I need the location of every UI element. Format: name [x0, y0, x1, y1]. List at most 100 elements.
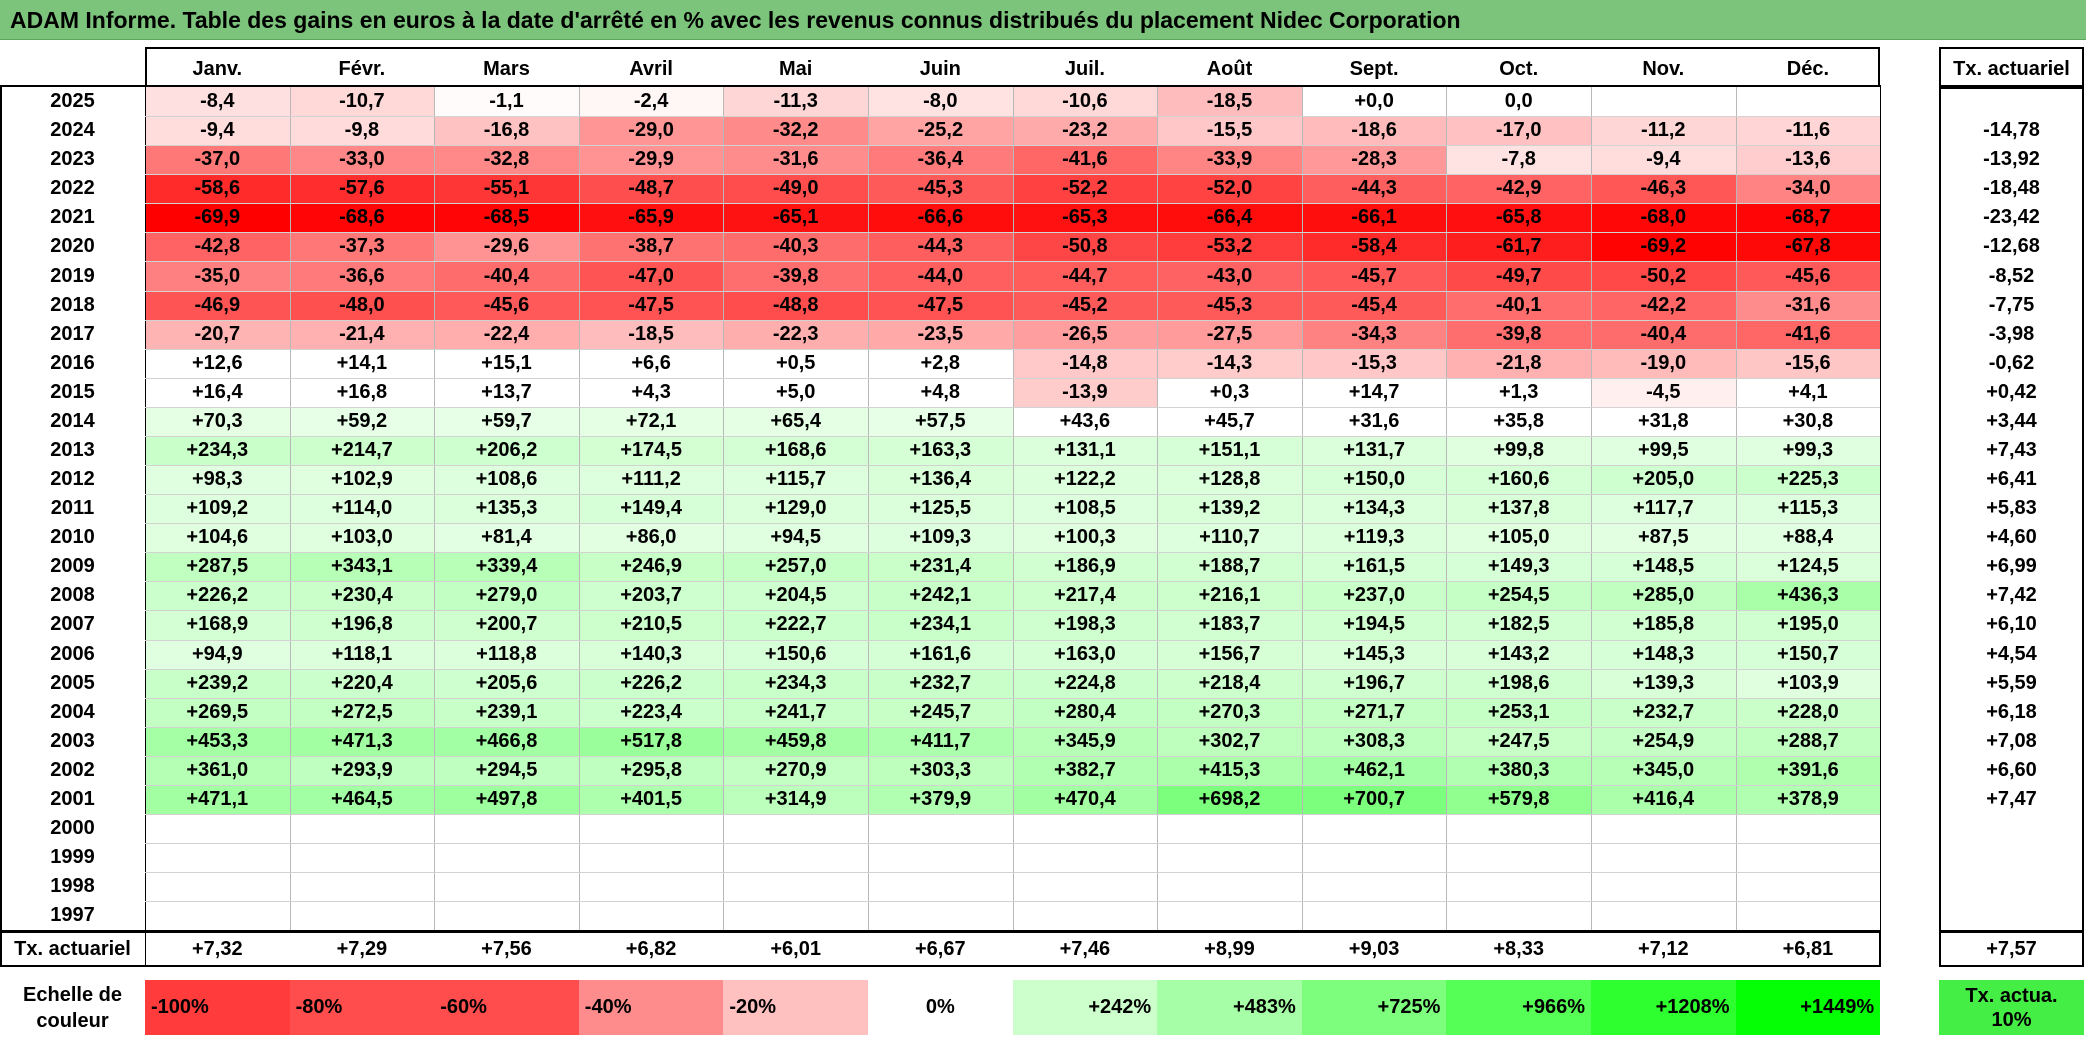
heatmap-cell: +343,1 [289, 552, 435, 582]
year-label: 2016 [50, 351, 95, 374]
grid-line [723, 87, 725, 931]
heatmap-cell: +139,2 [1157, 494, 1302, 524]
grid-line [145, 348, 1881, 350]
heatmap-cell: +99,3 [1735, 435, 1881, 466]
heatmap-cell: +65,4 [723, 406, 868, 436]
grid-line [145, 203, 1881, 205]
month-header: Août [1206, 57, 1253, 80]
grid-line [145, 755, 1881, 757]
heatmap-cell: -69,9 [145, 203, 290, 233]
heatmap-cell: +280,4 [1012, 697, 1158, 727]
heatmap-cell: 0,0 [1446, 87, 1591, 117]
heatmap-cell: +579,8 [1446, 784, 1591, 814]
heatmap-cell: +254,9 [1591, 726, 1736, 756]
total-rate-value: +7,57 [1986, 937, 2037, 960]
grid-line [145, 726, 1881, 728]
heatmap-cell: +345,9 [1012, 726, 1158, 756]
heatmap-cell: -32,8 [434, 145, 579, 175]
heatmap-cell [1301, 843, 1447, 873]
grid-line [1012, 87, 1014, 931]
year-label: 2012 [50, 468, 95, 491]
heatmap-cell: -53,2 [1157, 232, 1302, 262]
heatmap-cell: +314,9 [723, 784, 868, 814]
heatmap-cell: +140,3 [578, 639, 724, 669]
heatmap-cell: +198,6 [1446, 668, 1591, 698]
heatmap-cell: +99,8 [1446, 435, 1591, 466]
heatmap-cell: +161,5 [1301, 552, 1447, 582]
total-value: +8,99 [1204, 937, 1255, 960]
grid-line [145, 523, 1881, 525]
heatmap-cell: +217,4 [1012, 581, 1158, 611]
heatmap-cell: -13,9 [1012, 377, 1158, 407]
grid-line [1446, 87, 1448, 931]
heatmap-cell: +436,3 [1735, 581, 1881, 611]
heatmap-cell: -35,0 [145, 261, 290, 291]
heatmap-cell: +72,1 [578, 406, 724, 436]
heatmap-cell: -68,5 [434, 203, 579, 233]
heatmap-cell: +104,6 [145, 523, 290, 553]
year-label: 2010 [50, 526, 95, 549]
heatmap-cell: -11,6 [1735, 116, 1881, 146]
heatmap-cell [1157, 872, 1302, 902]
heatmap-cell: -21,8 [1446, 348, 1591, 378]
year-label: 2015 [50, 380, 95, 403]
heatmap-cell: +188,7 [1157, 552, 1302, 582]
month-header: Déc. [1786, 57, 1830, 80]
grid-line [145, 406, 1881, 408]
color-scale-swatch: +483% [1157, 980, 1302, 1035]
heatmap-cell: -47,5 [868, 290, 1013, 320]
heatmap-cell: +246,9 [578, 552, 724, 582]
heatmap-cell: +288,7 [1735, 726, 1881, 756]
heatmap-cell: +100,3 [1012, 523, 1158, 553]
heatmap-cell: -41,6 [1735, 319, 1881, 349]
heatmap-cell: -48,0 [289, 290, 435, 320]
heatmap-cell: -40,4 [434, 261, 579, 291]
year-label: 2003 [50, 729, 95, 752]
heatmap-cell: +239,2 [145, 668, 290, 698]
heatmap-cell [868, 814, 1013, 844]
heatmap-cell: -2,4 [578, 87, 724, 117]
rate-value [1939, 814, 2084, 843]
rate-value: +7,43 [1986, 438, 2037, 461]
heatmap-cell: +0,3 [1157, 377, 1302, 407]
grid-line [145, 668, 1881, 670]
rate-value [1939, 901, 2084, 930]
heatmap-cell: +156,7 [1157, 639, 1302, 669]
heatmap-cell: +700,7 [1301, 784, 1447, 814]
month-header: Oct. [1499, 57, 1539, 80]
color-scale-swatch: +1208% [1591, 980, 1736, 1035]
rate-value: +4,54 [1986, 642, 2037, 665]
heatmap-cell: +59,7 [434, 406, 579, 436]
heatmap-cell [1735, 843, 1881, 873]
heatmap-cell: -13,6 [1735, 145, 1881, 175]
rate-value: -14,78 [1983, 119, 2040, 142]
rate-value: +6,99 [1986, 555, 2037, 578]
heatmap-cell: -7,8 [1446, 145, 1591, 175]
year-label: 2018 [50, 293, 95, 316]
heatmap-cell: +122,2 [1012, 465, 1158, 495]
heatmap-cell: +102,9 [289, 465, 435, 495]
heatmap-cell: +195,0 [1735, 610, 1881, 640]
heatmap-cell: +185,8 [1591, 610, 1736, 640]
heatmap-cell [868, 901, 1013, 931]
year-label: 2011 [50, 497, 95, 520]
grid-line [145, 901, 1881, 903]
heatmap-cell: -61,7 [1446, 232, 1591, 262]
heatmap-cell: +115,7 [723, 465, 868, 495]
heatmap-cell: +87,5 [1591, 523, 1736, 553]
heatmap-cell: -46,3 [1591, 174, 1736, 204]
heatmap-cell: -15,3 [1301, 348, 1447, 378]
grid-line [1591, 87, 1592, 931]
heatmap-cell [578, 814, 724, 844]
heatmap-cell: -25,2 [868, 116, 1013, 146]
grid-line [145, 552, 1881, 554]
grid-line [145, 639, 1881, 641]
heatmap-cell: +4,8 [868, 377, 1013, 407]
heatmap-cell: -8,0 [868, 87, 1013, 117]
heatmap-cell: -27,5 [1157, 319, 1302, 349]
grid-line [868, 87, 869, 931]
heatmap-cell: -45,6 [1735, 261, 1881, 291]
heatmap-cell: -33,0 [289, 145, 435, 175]
grid-line [145, 87, 146, 931]
heatmap-cell: +287,5 [145, 552, 290, 582]
